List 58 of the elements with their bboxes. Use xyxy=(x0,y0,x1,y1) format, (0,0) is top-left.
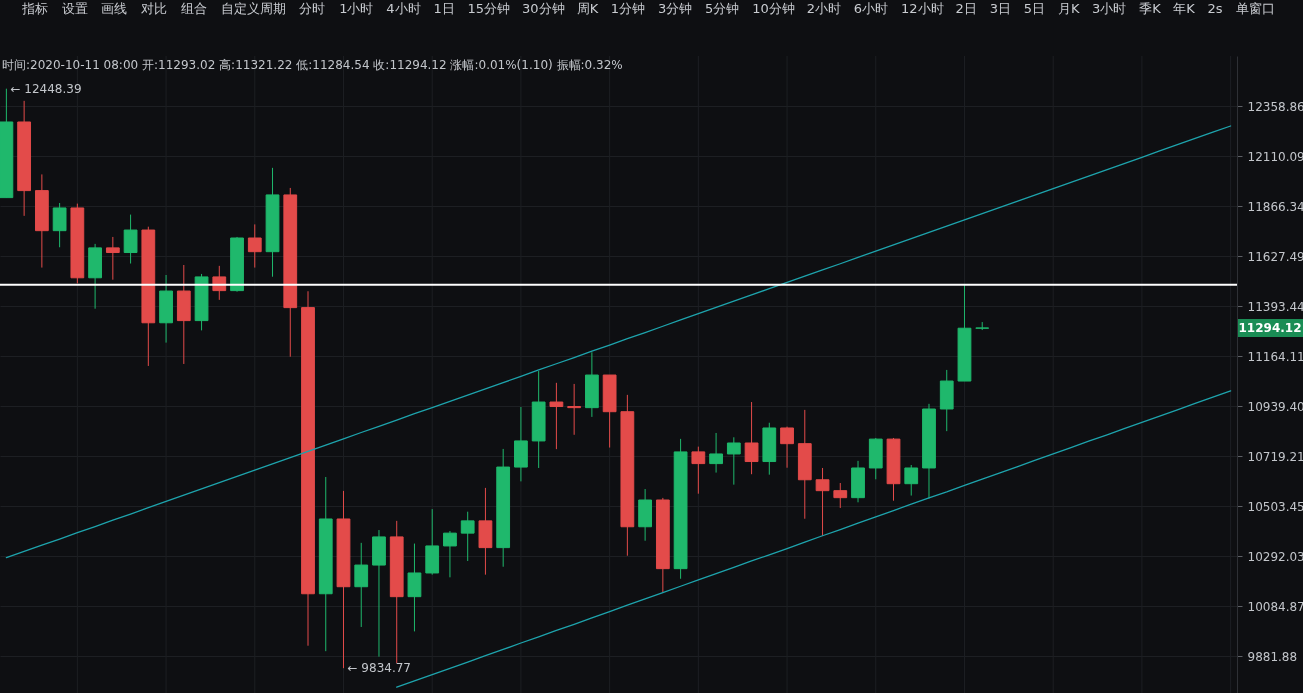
y-tick-label: 11164.11 xyxy=(1247,349,1303,364)
text: 指标 xyxy=(21,1,48,16)
candlestick xyxy=(709,432,723,474)
text: 单窗口 xyxy=(1236,1,1275,16)
candlestick xyxy=(744,401,759,475)
candlestick xyxy=(354,542,369,628)
text: 周K xyxy=(576,1,599,16)
candlestick xyxy=(780,426,794,469)
candlestick xyxy=(443,530,457,578)
text: 10分钟 xyxy=(752,1,795,16)
y-tick-label: 10084.87 xyxy=(1247,599,1303,614)
text: 1分钟 xyxy=(610,1,646,16)
text: 季K xyxy=(1139,1,1162,16)
y-tick-label: 9881.88 xyxy=(1247,649,1298,664)
text: 5日 xyxy=(1023,1,1046,16)
text: 对比 xyxy=(141,1,168,16)
text: 15分钟 xyxy=(467,1,511,16)
text: ← 12448.39 xyxy=(10,81,82,96)
text: 2s xyxy=(1207,1,1223,16)
candlestick xyxy=(691,446,706,495)
y-tick-label: 10503.45 xyxy=(1247,499,1303,514)
text: 月K xyxy=(1057,1,1080,16)
candlestick xyxy=(105,236,120,281)
text: 组合 xyxy=(180,1,207,16)
text: 11294.12 xyxy=(1238,320,1302,335)
candlestick xyxy=(567,383,582,436)
text: 4小时 xyxy=(386,1,421,16)
candlestick xyxy=(815,467,830,537)
candlestick xyxy=(904,464,919,497)
text: 6小时 xyxy=(853,1,889,16)
candlestick xyxy=(833,482,848,509)
y-tick-label: 10719.21 xyxy=(1247,449,1303,464)
text: 设置 xyxy=(61,1,88,16)
text: 30分钟 xyxy=(522,1,565,16)
text: 自定义周期 xyxy=(220,1,286,16)
candlestick xyxy=(247,223,262,269)
candlestick xyxy=(726,436,741,486)
line-series xyxy=(5,125,1232,559)
text: 1小时 xyxy=(339,1,374,16)
text: 5分钟 xyxy=(705,1,740,16)
text: 1日 xyxy=(433,1,455,16)
y-tick-label: 10292.03 xyxy=(1247,549,1303,564)
candlestick xyxy=(407,543,422,632)
text: 画线 xyxy=(101,1,128,16)
text: 12小时 xyxy=(900,1,944,16)
candlestick xyxy=(549,382,564,450)
text: 分时 xyxy=(299,1,326,16)
candlestick xyxy=(52,202,67,248)
text: 2日 xyxy=(955,1,977,16)
candlestick xyxy=(123,214,138,265)
text: 年K xyxy=(1173,1,1196,16)
text: ← 9834.77 xyxy=(347,661,411,676)
text: 3小时 xyxy=(1092,1,1127,16)
candlestick xyxy=(460,511,475,562)
text: 2小时 xyxy=(806,1,841,16)
text: 3分钟 xyxy=(657,1,693,16)
text: 3日 xyxy=(989,1,1011,16)
chart-subtitle: 时间:2020-10-11 08:00 开:11293.02 高:11321.22 低:11284.54 收:11294.12 涨幅:0.01%(1.10) 振幅:0.32% xyxy=(2,58,623,72)
